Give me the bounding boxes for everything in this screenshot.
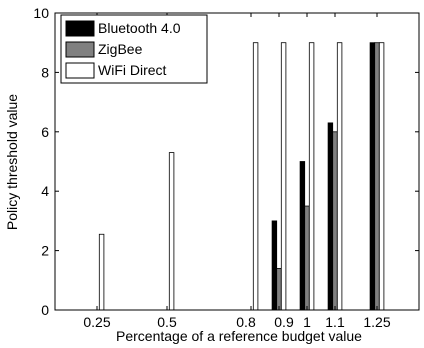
bar-zigbee-3 <box>374 42 380 311</box>
axes-frame <box>54 12 420 311</box>
bar-zigbee-0 <box>276 268 282 311</box>
x-tick-label: 0.9 <box>274 314 294 330</box>
y-tick-label: 6 <box>41 124 49 140</box>
x-axis-label: Percentage of a reference budget value <box>116 328 362 344</box>
x-tick-label: 1.25 <box>363 314 390 330</box>
y-tick-label: 0 <box>41 302 49 318</box>
legend-label-zigbee: ZigBee <box>98 41 143 57</box>
bar-bluetooth-4-0-0 <box>271 220 278 311</box>
y-tick-label: 8 <box>41 64 49 80</box>
y-axis-label: Policy threshold value <box>4 94 20 230</box>
bar-wifi-direct-5 <box>336 42 343 311</box>
x-tick-label: 0.5 <box>157 314 177 330</box>
x-tick-label: 1.1 <box>325 314 345 330</box>
bar-wifi-direct-0 <box>98 233 105 311</box>
y-tick-label: 10 <box>33 5 49 21</box>
bar-wifi-direct-3 <box>280 42 287 311</box>
axes-group <box>54 12 420 311</box>
legend-swatch-bluetooth <box>65 20 95 37</box>
legend-swatch-wifi-direct <box>65 62 95 79</box>
x-tick-label: 0.8 <box>236 314 256 330</box>
y-tick-label: 4 <box>41 183 49 199</box>
ticks-group: 0 2 4 6 8 10 0.25 0.5 0.8 0.9 1 1.1 1.25 <box>33 5 419 330</box>
x-tick-label: 0.25 <box>83 314 110 330</box>
legend-label-wifi-direct: WiFi Direct <box>98 62 167 78</box>
bar-wifi-direct-1 <box>168 152 175 311</box>
y-tick-label: 2 <box>41 243 49 259</box>
bar-bluetooth-4-0-1 <box>299 161 306 311</box>
bar-wifi-direct-6 <box>378 42 385 311</box>
bar-wifi-direct-4 <box>308 42 315 311</box>
legend: Bluetooth 4.0 ZigBee WiFi Direct <box>60 14 208 84</box>
bar-zigbee-2 <box>332 131 338 311</box>
bar-bluetooth-4-0-3 <box>369 42 376 311</box>
bar-zigbee-1 <box>304 205 310 311</box>
bar-wifi-direct-2 <box>252 42 259 311</box>
x-tick-label: 1 <box>303 314 311 330</box>
legend-label-bluetooth: Bluetooth 4.0 <box>98 20 181 36</box>
legend-swatch-zigbee <box>65 41 95 58</box>
bar-bluetooth-4-0-2 <box>327 122 334 311</box>
